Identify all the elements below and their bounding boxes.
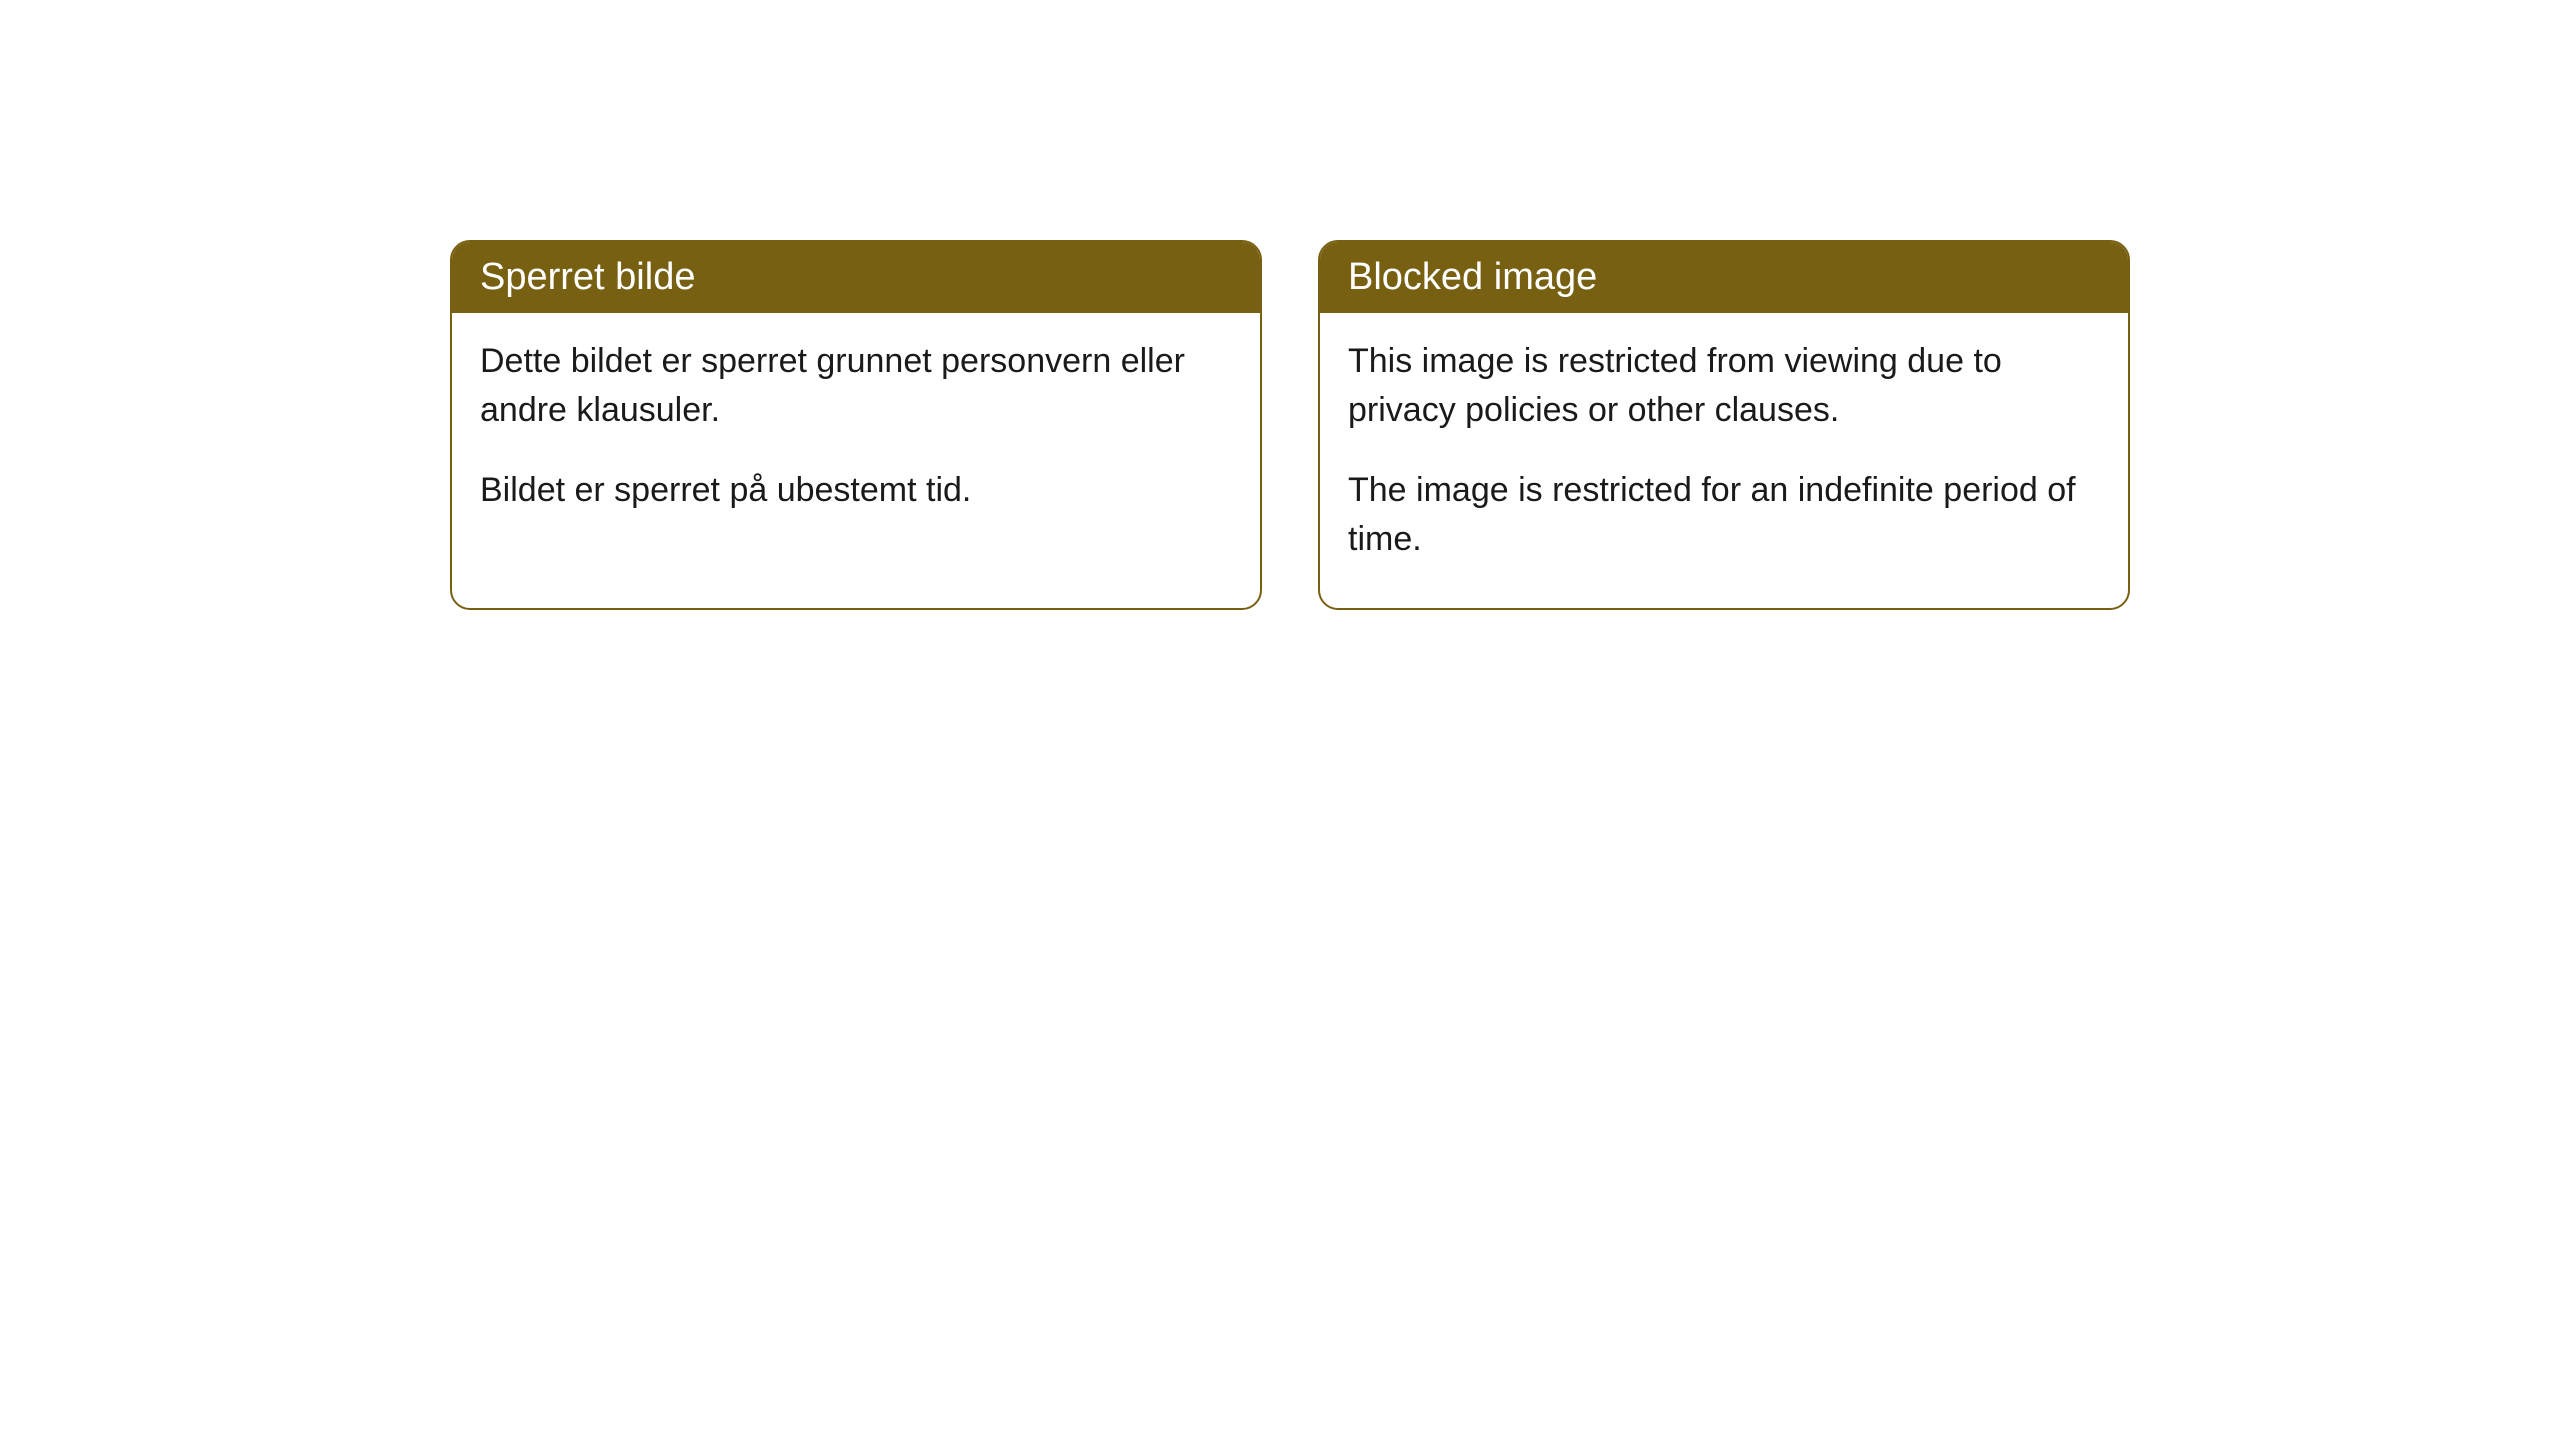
card-text-en-2: The image is restricted for an indefinit…	[1348, 466, 2100, 565]
card-body-en: This image is restricted from viewing du…	[1320, 313, 2128, 608]
card-text-en-1: This image is restricted from viewing du…	[1348, 337, 2100, 436]
blocked-image-card-en: Blocked image This image is restricted f…	[1318, 240, 2130, 610]
card-header-no: Sperret bilde	[452, 242, 1260, 313]
card-text-no-1: Dette bildet er sperret grunnet personve…	[480, 337, 1232, 436]
card-text-no-2: Bildet er sperret på ubestemt tid.	[480, 466, 1232, 515]
card-header-en: Blocked image	[1320, 242, 2128, 313]
cards-container: Sperret bilde Dette bildet er sperret gr…	[450, 240, 2130, 610]
card-body-no: Dette bildet er sperret grunnet personve…	[452, 313, 1260, 559]
blocked-image-card-no: Sperret bilde Dette bildet er sperret gr…	[450, 240, 1262, 610]
